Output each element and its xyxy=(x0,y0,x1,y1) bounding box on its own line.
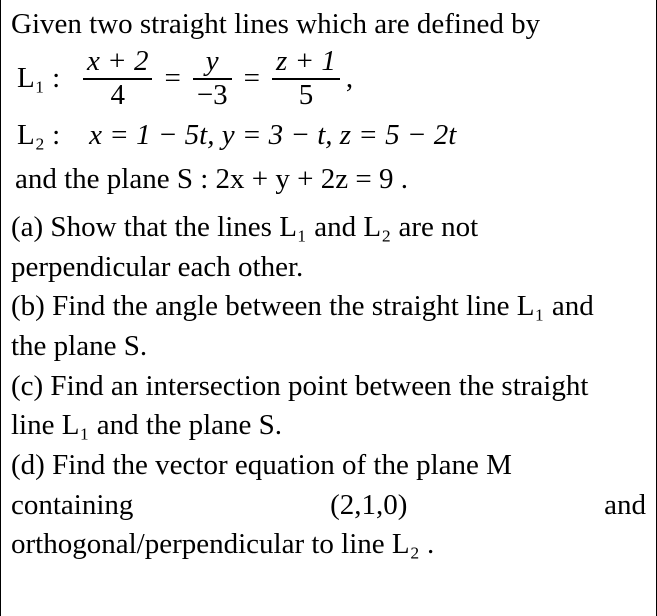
part-c-line1: (c) Find an intersection point between t… xyxy=(11,368,646,406)
part-a-line2: perpendicular each other. xyxy=(11,249,646,287)
part-d-line2-b: (2,1,0) xyxy=(330,487,407,525)
part-c-line2: line L₁ and the plane S. xyxy=(11,407,646,445)
line-L2: L₂ : x = 1 − 5t, y = 3 − t, z = 5 − 2t xyxy=(11,117,646,155)
L1-frac3-num: z + 1 xyxy=(272,46,340,80)
L1-frac1-num: x + 2 xyxy=(83,46,152,80)
L1-frac2-num: y xyxy=(193,46,232,80)
part-b-line1: (b) Find the angle between the straight … xyxy=(11,288,646,326)
line-L1: L₁ : x + 2 4 = y −3 = z + 1 5 , xyxy=(11,46,646,112)
L1-frac1-den: 4 xyxy=(83,80,152,112)
part-b-line2: the plane S. xyxy=(11,328,646,366)
part-d-line2-a: containing xyxy=(11,487,133,525)
given-line: Given two straight lines which are defin… xyxy=(11,6,646,44)
L2-label: L₂ : xyxy=(17,119,60,151)
L1-frac2-den: −3 xyxy=(193,80,232,112)
part-a-line1: (a) Show that the lines L₁ and L₂ are no… xyxy=(11,209,646,247)
L1-label: L₁ : xyxy=(11,60,77,98)
part-d-line3: orthogonal/perpendicular to line L₂ . xyxy=(11,526,646,564)
L1-frac2: y −3 xyxy=(193,46,232,112)
L1-frac1: x + 2 4 xyxy=(83,46,152,112)
L1-frac3-den: 5 xyxy=(272,80,340,112)
L1-comma: , xyxy=(346,60,353,98)
part-d-line2: containing (2,1,0) and xyxy=(11,487,646,525)
eq-sign-2: = xyxy=(244,60,260,98)
problem-page: Given two straight lines which are defin… xyxy=(0,0,657,616)
part-d-line2-c: and xyxy=(604,487,646,525)
eq-sign-1: = xyxy=(164,60,180,98)
L2-eq: x = 1 − 5t, y = 3 − t, z = 5 − 2t xyxy=(89,119,456,151)
plane-S: and the plane S : 2x + y + 2z = 9 . xyxy=(11,161,646,199)
L1-frac3: z + 1 5 xyxy=(272,46,340,112)
part-d-line1: (d) Find the vector equation of the plan… xyxy=(11,447,646,485)
